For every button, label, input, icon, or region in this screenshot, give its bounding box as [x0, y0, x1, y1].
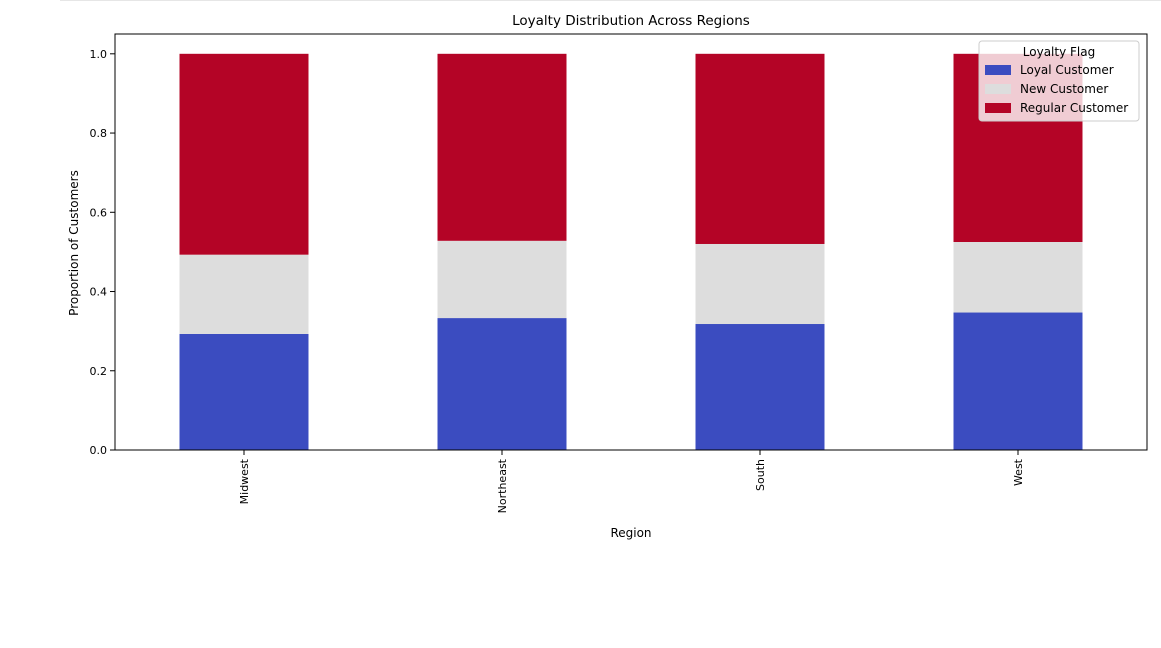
- bar-midwest-series-2: [179, 53, 309, 255]
- bar-south-series-2: [695, 53, 825, 244]
- chart-title: Loyalty Distribution Across Regions: [512, 13, 750, 29]
- bar-midwest-series-1: [179, 254, 309, 334]
- legend-swatch: [985, 65, 1011, 75]
- bar-midwest-series-0: [179, 333, 309, 450]
- bar-west-series-0: [953, 312, 1083, 450]
- x-tick-label: South: [754, 459, 767, 491]
- y-axis-label: Proportion of Customers: [67, 170, 81, 316]
- y-tick-label: 0.6: [90, 206, 108, 219]
- y-tick-label: 0.8: [90, 127, 108, 140]
- x-tick-label: West: [1012, 458, 1025, 486]
- bars-group: [179, 53, 1083, 450]
- legend-entry-label: Regular Customer: [1020, 101, 1128, 115]
- legend: Loyalty Flag Loyal Customer New Customer R…: [978, 40, 1140, 122]
- bar-south-series-0: [695, 324, 825, 450]
- y-tick-label: 0.4: [90, 286, 108, 299]
- bar-northeast-series-1: [437, 240, 567, 319]
- top-rule: [60, 0, 1161, 1]
- bar-northeast-series-0: [437, 318, 567, 450]
- legend-title: Loyalty Flag: [1023, 45, 1095, 59]
- x-axis-label: Region: [610, 526, 651, 540]
- y-tick-label: 1.0: [90, 48, 108, 61]
- plot-frame: [114, 33, 1148, 451]
- x-tick-label: Midwest: [238, 458, 251, 504]
- legend-entry-label: Loyal Customer: [1020, 63, 1114, 77]
- bar-south-series-1: [695, 243, 825, 325]
- legend-items: Loyal Customer New Customer Regular Custom…: [985, 63, 1128, 115]
- axes-group: 0.0 0.2 0.4 0.6 0.8 1.0 Midwest Northeast South W…: [90, 33, 1148, 513]
- y-tick-label: 0.0: [90, 444, 108, 457]
- legend-frame: [978, 40, 1140, 122]
- x-tick-label: Northeast: [496, 458, 509, 513]
- legend-swatch: [985, 103, 1011, 113]
- bar-northeast-series-2: [437, 53, 567, 241]
- legend-swatch: [985, 84, 1011, 94]
- legend-entry-label: New Customer: [1020, 82, 1108, 96]
- bar-west-series-1: [953, 242, 1083, 313]
- y-tick-label: 0.2: [90, 365, 108, 378]
